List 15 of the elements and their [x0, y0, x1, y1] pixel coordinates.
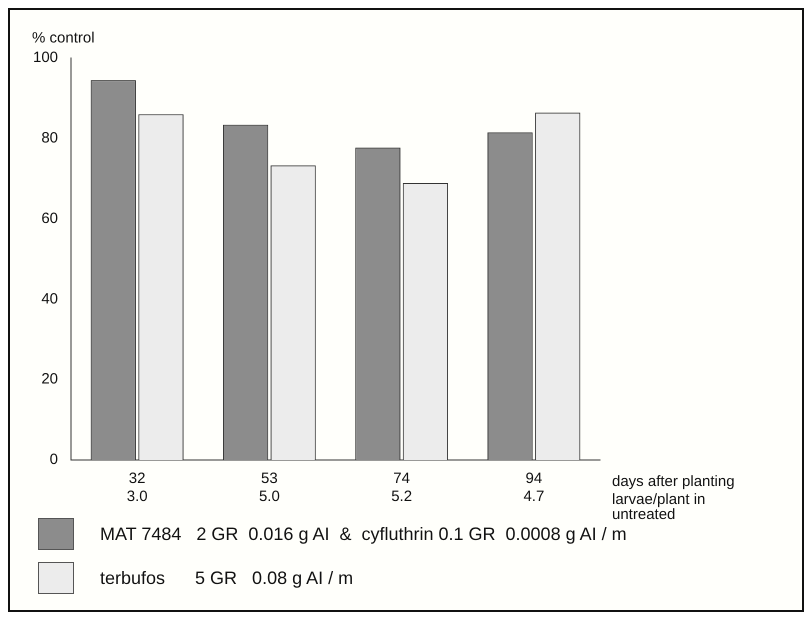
- y-tick-label: 0: [50, 451, 58, 468]
- x-axis-title: days after planting: [612, 473, 736, 490]
- y-tick-label: 80: [41, 130, 58, 147]
- x-tick-label: 53 5.0: [258, 470, 280, 506]
- text: larvae/plant in untreated: [612, 491, 706, 523]
- x-tick-label: 74 5.2: [391, 470, 412, 506]
- y-tick-label: 60: [41, 210, 58, 227]
- x-tick-label: 94 4.7: [523, 470, 544, 506]
- y-tick-label: 40: [41, 290, 58, 308]
- legend-label: terbufos 5 GR 0.08 g AI / m: [100, 568, 354, 588]
- x-tick-label: 32 3.0: [126, 470, 148, 506]
- y-tick-label: 20: [41, 370, 58, 388]
- y-tick-label: 100: [32, 49, 58, 66]
- legend-label: MAT 7484 2 GR 0.016 g AI & cyfluthrin 0.1 GR 0.0008 g AI / m: [100, 524, 627, 544]
- y-axis-title: % control: [32, 30, 95, 47]
